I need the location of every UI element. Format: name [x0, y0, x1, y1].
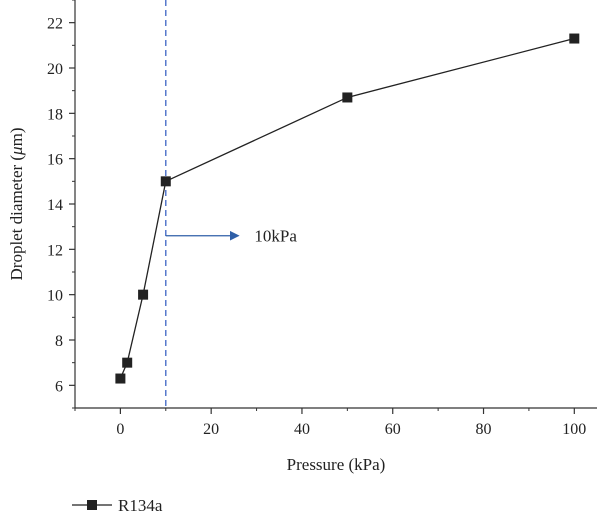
y-axis-label-unit: μ — [7, 146, 26, 156]
y-tick-label: 16 — [47, 152, 63, 169]
axes — [74, 0, 597, 409]
y-tick-label: 14 — [47, 197, 63, 214]
y-axis-label: Droplet diameter (μm) — [7, 128, 26, 281]
x-axis-label: Pressure (kPa) — [287, 455, 386, 474]
y-tick-label: 8 — [55, 333, 63, 350]
y-tick-label: 22 — [47, 16, 63, 33]
y-tick-label: 12 — [47, 242, 63, 259]
annotation-label: 10kPa — [254, 227, 297, 246]
annotation-group: 10kPa — [165, 227, 297, 246]
data-point — [342, 92, 353, 103]
x-tick-label: 60 — [385, 421, 401, 438]
y-axis-label-main: Droplet diameter ( — [7, 155, 26, 281]
y-axis-label-tail: m) — [7, 128, 26, 147]
data-point — [122, 357, 133, 368]
x-tick-label: 40 — [294, 421, 310, 438]
y-tick-label: 6 — [55, 378, 63, 395]
data-point — [138, 289, 149, 300]
x-tick-label: 20 — [203, 421, 219, 438]
legend: R134a — [72, 496, 163, 515]
data-point — [160, 176, 171, 187]
data-point — [569, 33, 580, 44]
legend-marker — [87, 500, 97, 510]
series-line — [119, 37, 575, 379]
y-tick-label: 20 — [47, 61, 63, 78]
x-ticks: 0 20 40 60 80 100 — [74, 408, 586, 438]
series-group — [115, 33, 580, 384]
x-tick-label: 80 — [476, 421, 492, 438]
y-tick-label: 18 — [47, 106, 63, 123]
x-tick-label: 0 — [116, 421, 124, 438]
legend-label: R134a — [118, 496, 163, 515]
data-point — [115, 373, 126, 384]
x-tick-label: 100 — [562, 421, 586, 438]
y-ticks: 6 8 10 12 14 16 18 20 22 — [47, 0, 75, 409]
y-tick-label: 10 — [47, 288, 63, 305]
